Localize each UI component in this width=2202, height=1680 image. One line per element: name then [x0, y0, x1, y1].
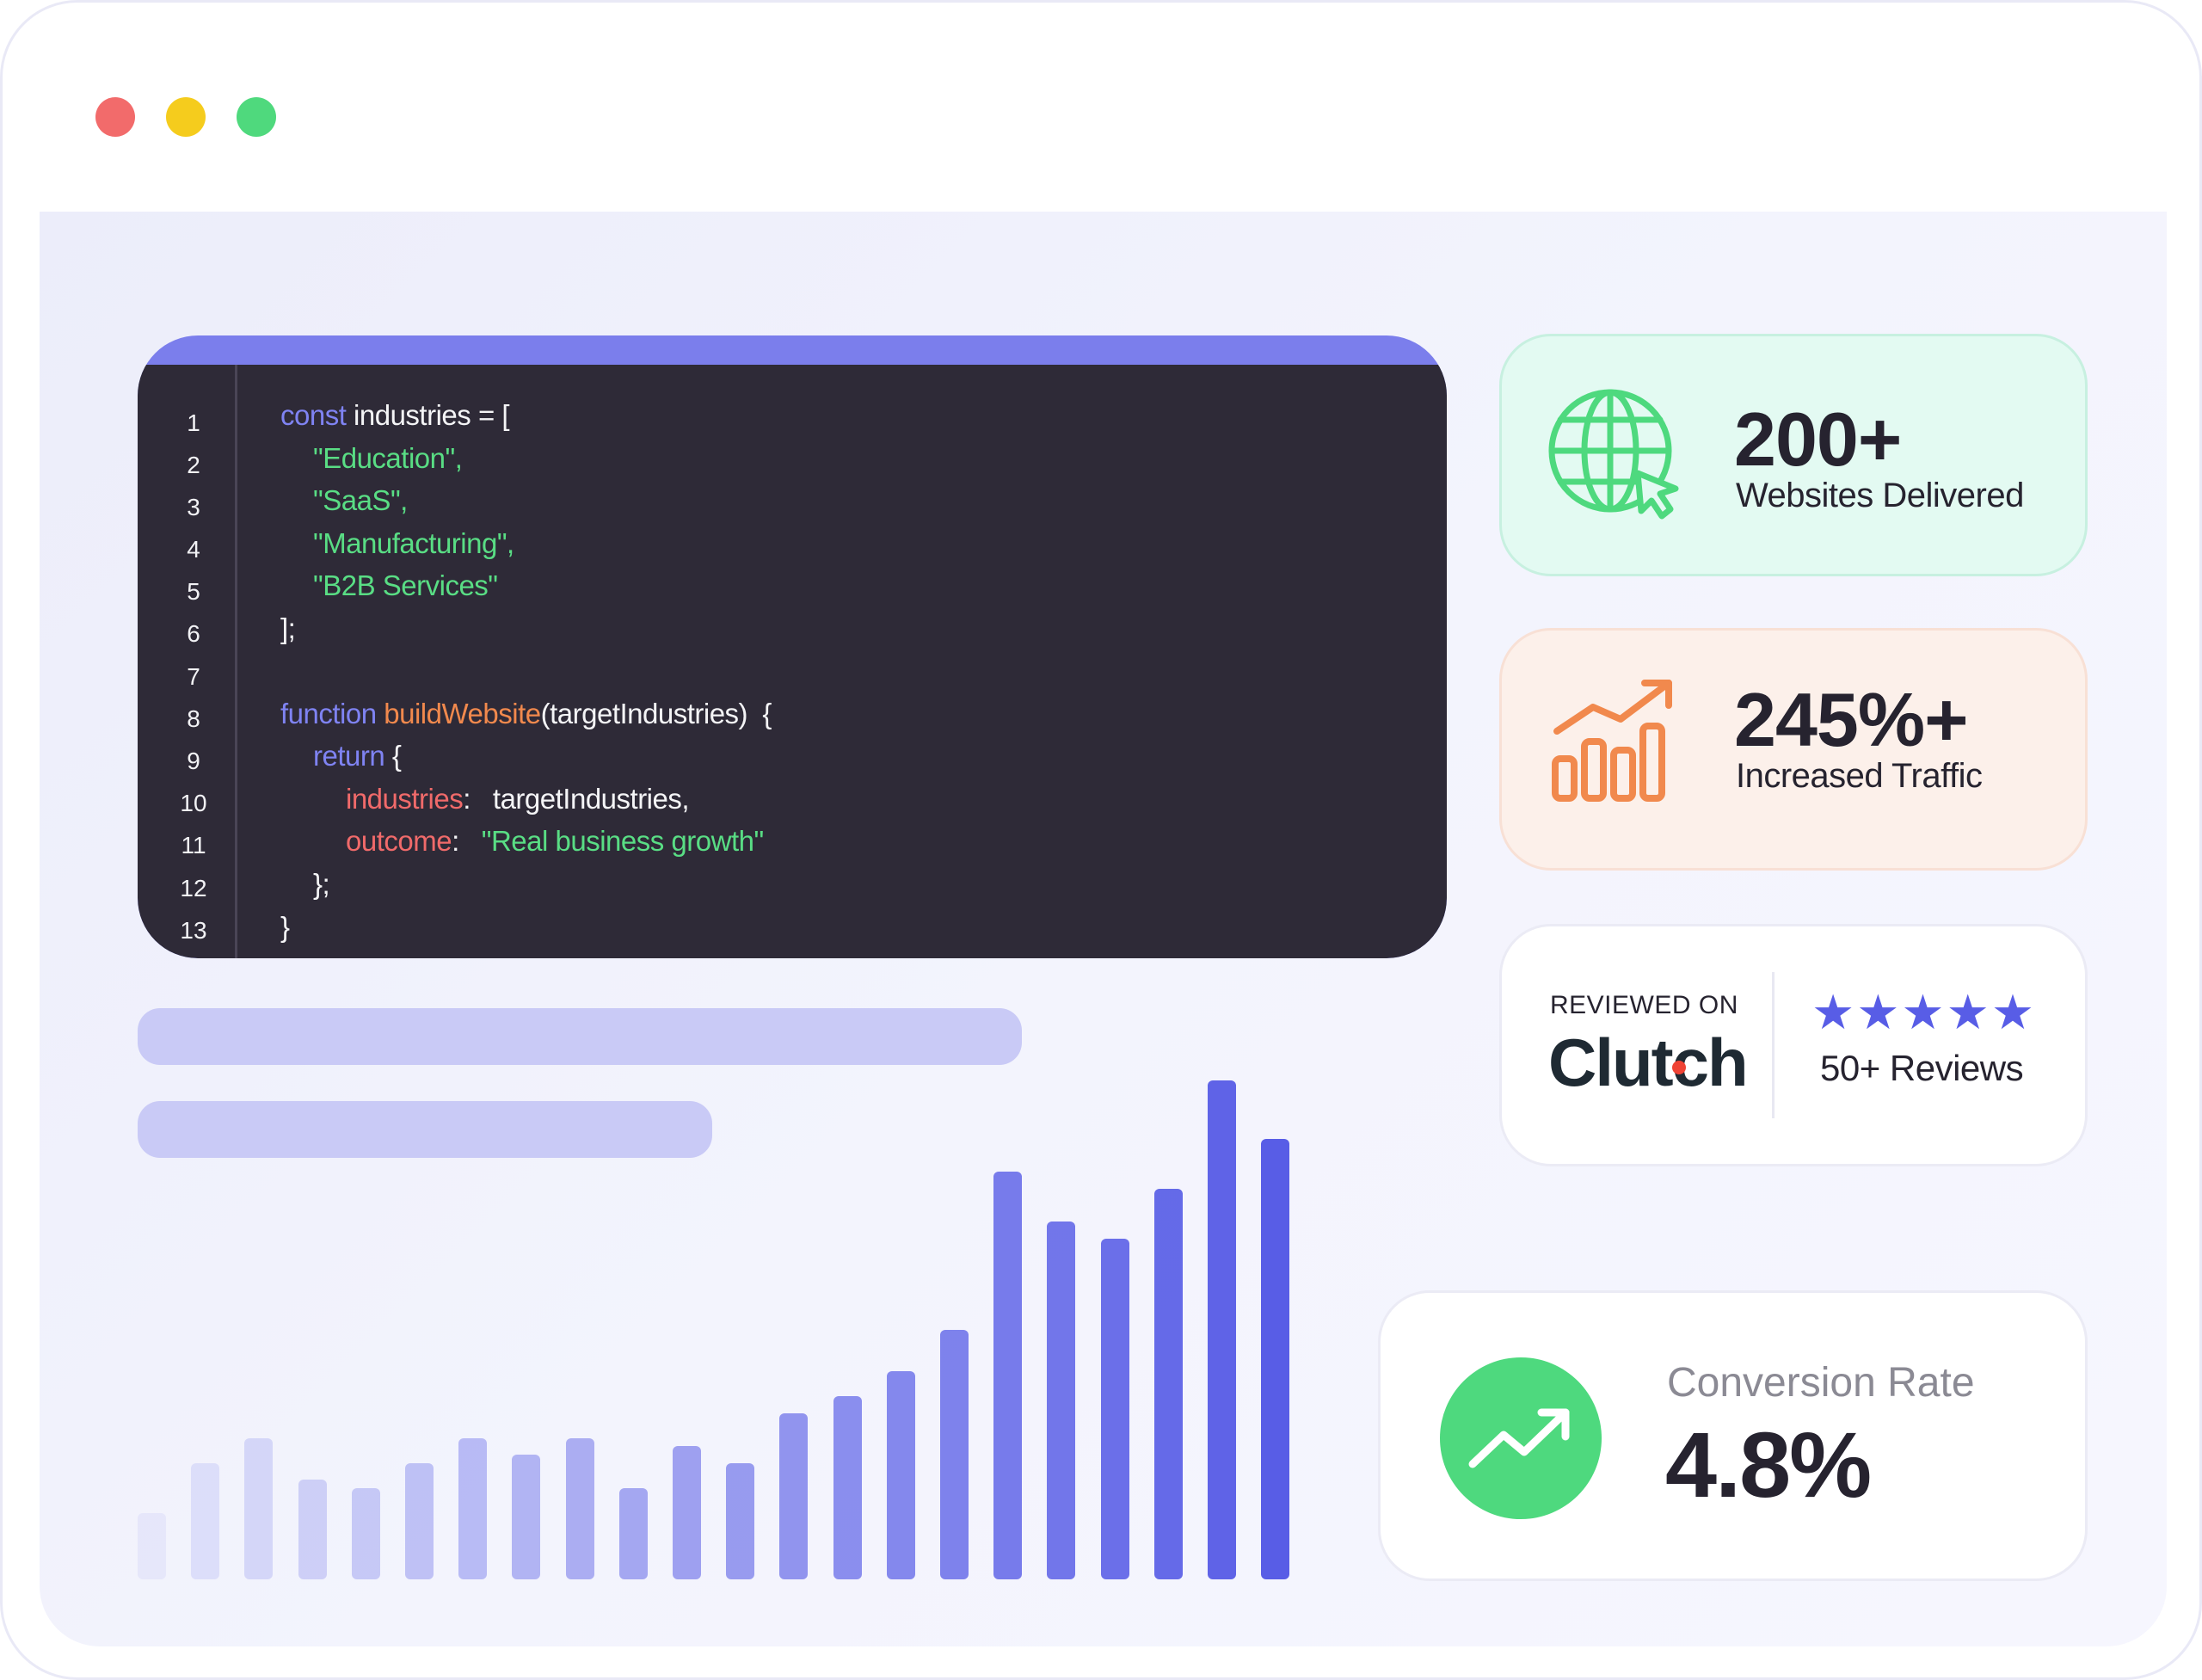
- chart-bar: [191, 1462, 220, 1579]
- line-number: 3: [187, 494, 200, 520]
- conversion-rate-label: Conversion Rate: [1667, 1360, 1975, 1406]
- chart-bar: [244, 1437, 274, 1579]
- chart-bar: [1047, 1222, 1076, 1579]
- globe-cursor-icon: [1548, 389, 1679, 520]
- code-editor-body: 1 2 3 4 5 6 7 8 9 10 11 12 13 const industries = [ "…: [138, 365, 1447, 958]
- line-number: 11: [181, 832, 206, 858]
- chart-bar: [1208, 1080, 1236, 1579]
- chart-bar: [138, 1512, 166, 1579]
- chart-bar: [1153, 1188, 1183, 1579]
- chart-bar: [993, 1172, 1023, 1579]
- line-number: 10: [180, 790, 207, 816]
- chart-bar: [298, 1480, 327, 1579]
- code-line-2: "Education",: [313, 442, 463, 474]
- chart-bar: [726, 1462, 755, 1579]
- code-line-4: "Manufacturing",: [313, 527, 514, 559]
- window-maximize-button[interactable]: [237, 97, 276, 137]
- chart-bar: [565, 1437, 594, 1579]
- code-line-5: "B2B Services": [313, 569, 498, 601]
- traffic-percent: 245%+: [1734, 677, 1968, 762]
- websites-label: Websites Delivered: [1736, 477, 2024, 514]
- clutch-logo-dot: [1672, 1061, 1686, 1074]
- chart-bar: [458, 1437, 488, 1579]
- gutter-divider: [235, 365, 237, 958]
- chart-bar: [618, 1487, 648, 1579]
- chart-bar: [351, 1487, 380, 1579]
- line-number: 7: [187, 663, 200, 690]
- code-line-13: }: [280, 911, 290, 943]
- line-number: 13: [180, 917, 207, 944]
- code-line-1: const industries = [: [280, 399, 510, 431]
- chart-bar: [1100, 1238, 1129, 1579]
- window-minimize-button[interactable]: [166, 97, 206, 137]
- line-number: 2: [187, 452, 200, 478]
- chart-bar: [1261, 1138, 1290, 1579]
- code-line-12: };: [313, 868, 330, 900]
- reviewed-on-label: REVIEWED ON: [1550, 991, 1738, 1019]
- placeholder-line-long: [138, 1008, 1022, 1065]
- clutch-review-card[interactable]: [1499, 924, 2088, 1166]
- conversion-icon-circle: [1440, 1357, 1602, 1519]
- line-number: 6: [187, 620, 200, 647]
- traffic-label: Increased Traffic: [1736, 757, 1983, 795]
- code-line-8: function buildWebsite(targetIndustries) …: [280, 698, 772, 729]
- code-line-6: ];: [280, 612, 296, 644]
- websites-count: 200+: [1734, 397, 1902, 482]
- window-close-button[interactable]: [95, 97, 135, 137]
- code-line-10: industries: targetIndustries,: [346, 783, 690, 815]
- code-line-3: "SaaS",: [313, 484, 408, 516]
- line-number: 12: [180, 875, 207, 902]
- bar-chart-trend-icon: [1552, 680, 1672, 802]
- code-line-9: return {: [313, 740, 402, 772]
- chart-bar: [833, 1396, 862, 1579]
- conversion-rate-value: 4.8%: [1665, 1412, 1872, 1517]
- clutch-divider: [1772, 972, 1775, 1118]
- line-number: 5: [187, 578, 200, 605]
- reviews-count: 50+ Reviews: [1820, 1048, 2024, 1088]
- chart-bar: [512, 1455, 541, 1579]
- placeholder-line-short: [138, 1101, 712, 1158]
- five-star-rating: ★★★★★: [1811, 985, 2037, 1039]
- code-line-11: outcome: "Real business growth": [346, 825, 764, 857]
- chart-bar: [405, 1462, 434, 1579]
- chart-bar: [673, 1446, 701, 1579]
- traffic-stat-card: [1499, 628, 2088, 871]
- trend-up-icon: [1468, 1408, 1570, 1468]
- chart-bar: [940, 1330, 969, 1579]
- line-number: 9: [187, 748, 200, 774]
- line-number: 8: [187, 705, 200, 732]
- clutch-logo: Clutch: [1548, 1025, 1749, 1100]
- code-editor: 1 2 3 4 5 6 7 8 9 10 11 12 13 const industries = [ "…: [138, 335, 1447, 958]
- websites-stat-card: [1499, 334, 2088, 576]
- chart-bar: [779, 1412, 809, 1579]
- line-number: 1: [187, 409, 200, 436]
- chart-bar: [886, 1371, 915, 1579]
- line-number: 4: [187, 536, 200, 563]
